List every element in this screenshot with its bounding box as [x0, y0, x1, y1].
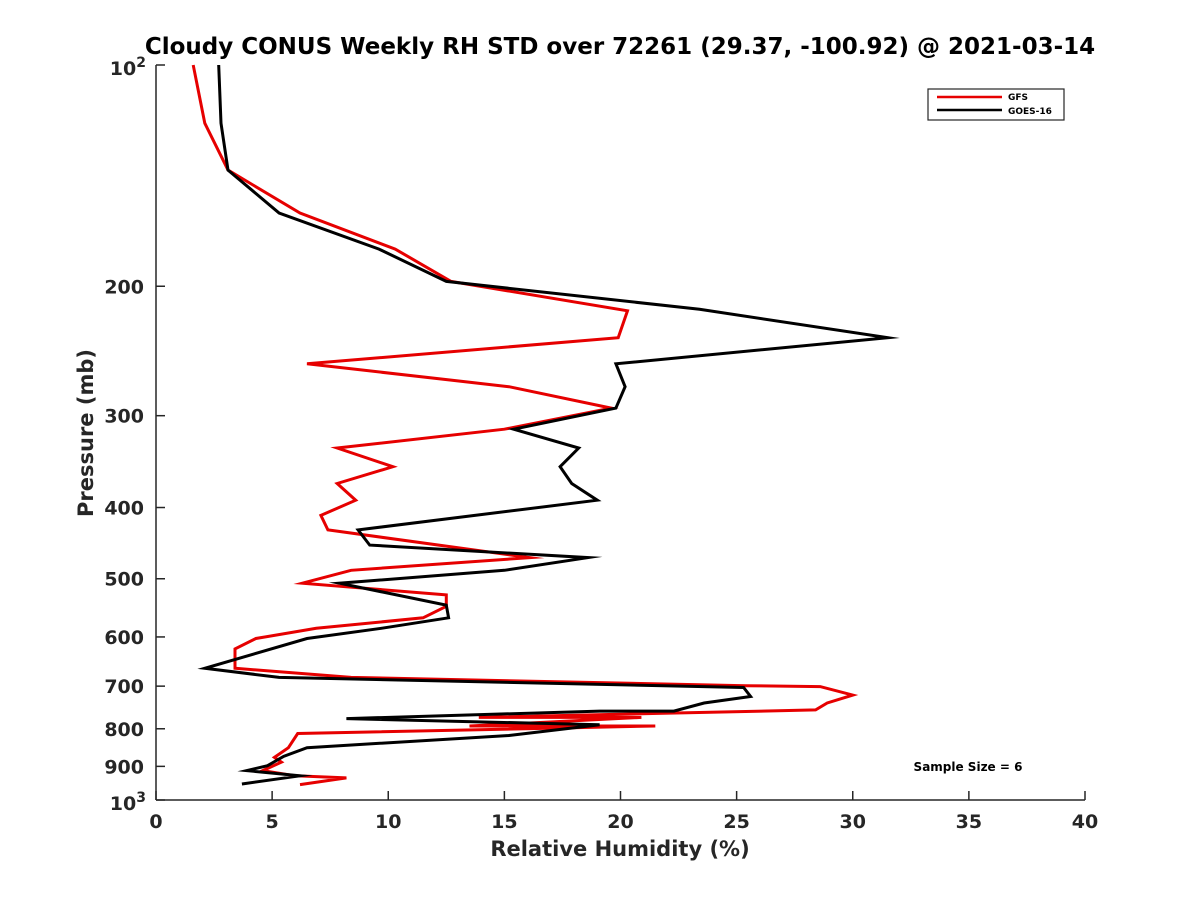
x-tick-label: 35 [956, 811, 982, 833]
y-tick-label-exponent: 3 [136, 790, 146, 806]
y-tick-label: 103 [110, 790, 146, 815]
x-axis-label: Relative Humidity (%) [490, 837, 749, 861]
plot-area: 0 5 10 15 20 25 30 35 40 10220030040050060070080… [104, 55, 1098, 833]
y-tick-label: 900 [104, 756, 144, 778]
y-axis-label: Pressure (mb) [74, 349, 98, 517]
x-tick-label: 30 [840, 811, 866, 833]
y-tick-label-exponent: 2 [136, 55, 146, 71]
x-axis-ticks: 0 5 10 15 20 25 30 35 40 [149, 791, 1098, 833]
legend-box [927, 88, 1065, 121]
x-tick-label: 15 [491, 811, 517, 833]
legend-label-goes16: GOES-16 [1008, 107, 1052, 117]
x-tick-label: 10 [375, 811, 401, 833]
series-line [191, 64, 859, 787]
y-tick-label: 400 [104, 498, 144, 520]
x-tick-label: 5 [266, 811, 279, 833]
y-tick-label: 500 [104, 569, 144, 591]
x-tick-label: 0 [149, 811, 162, 833]
y-tick-label: 102 [110, 55, 146, 80]
y-tick-label: 800 [104, 719, 144, 741]
legend-label-gfs: GFS [1008, 93, 1028, 103]
x-tick-label: 20 [607, 811, 633, 833]
chart-title: Cloudy CONUS Weekly RH STD over 72261 (2… [145, 34, 1095, 60]
sample-size-annotation: Sample Size = 6 [914, 760, 1023, 774]
y-tick-label: 300 [104, 406, 144, 428]
series-goes16 [197, 64, 900, 786]
y-tick-label: 200 [104, 276, 144, 298]
legend: GFS GOES-16 [927, 88, 1065, 121]
series-layer [191, 64, 900, 787]
y-tick-label-base: 10 [110, 793, 136, 815]
y-tick-label: 700 [104, 676, 144, 698]
x-tick-label: 40 [1072, 811, 1098, 833]
x-tick-label: 25 [723, 811, 749, 833]
y-tick-label: 600 [104, 627, 144, 649]
series-gfs [191, 64, 859, 787]
series-line [197, 64, 900, 786]
y-tick-label-base: 10 [110, 58, 136, 80]
